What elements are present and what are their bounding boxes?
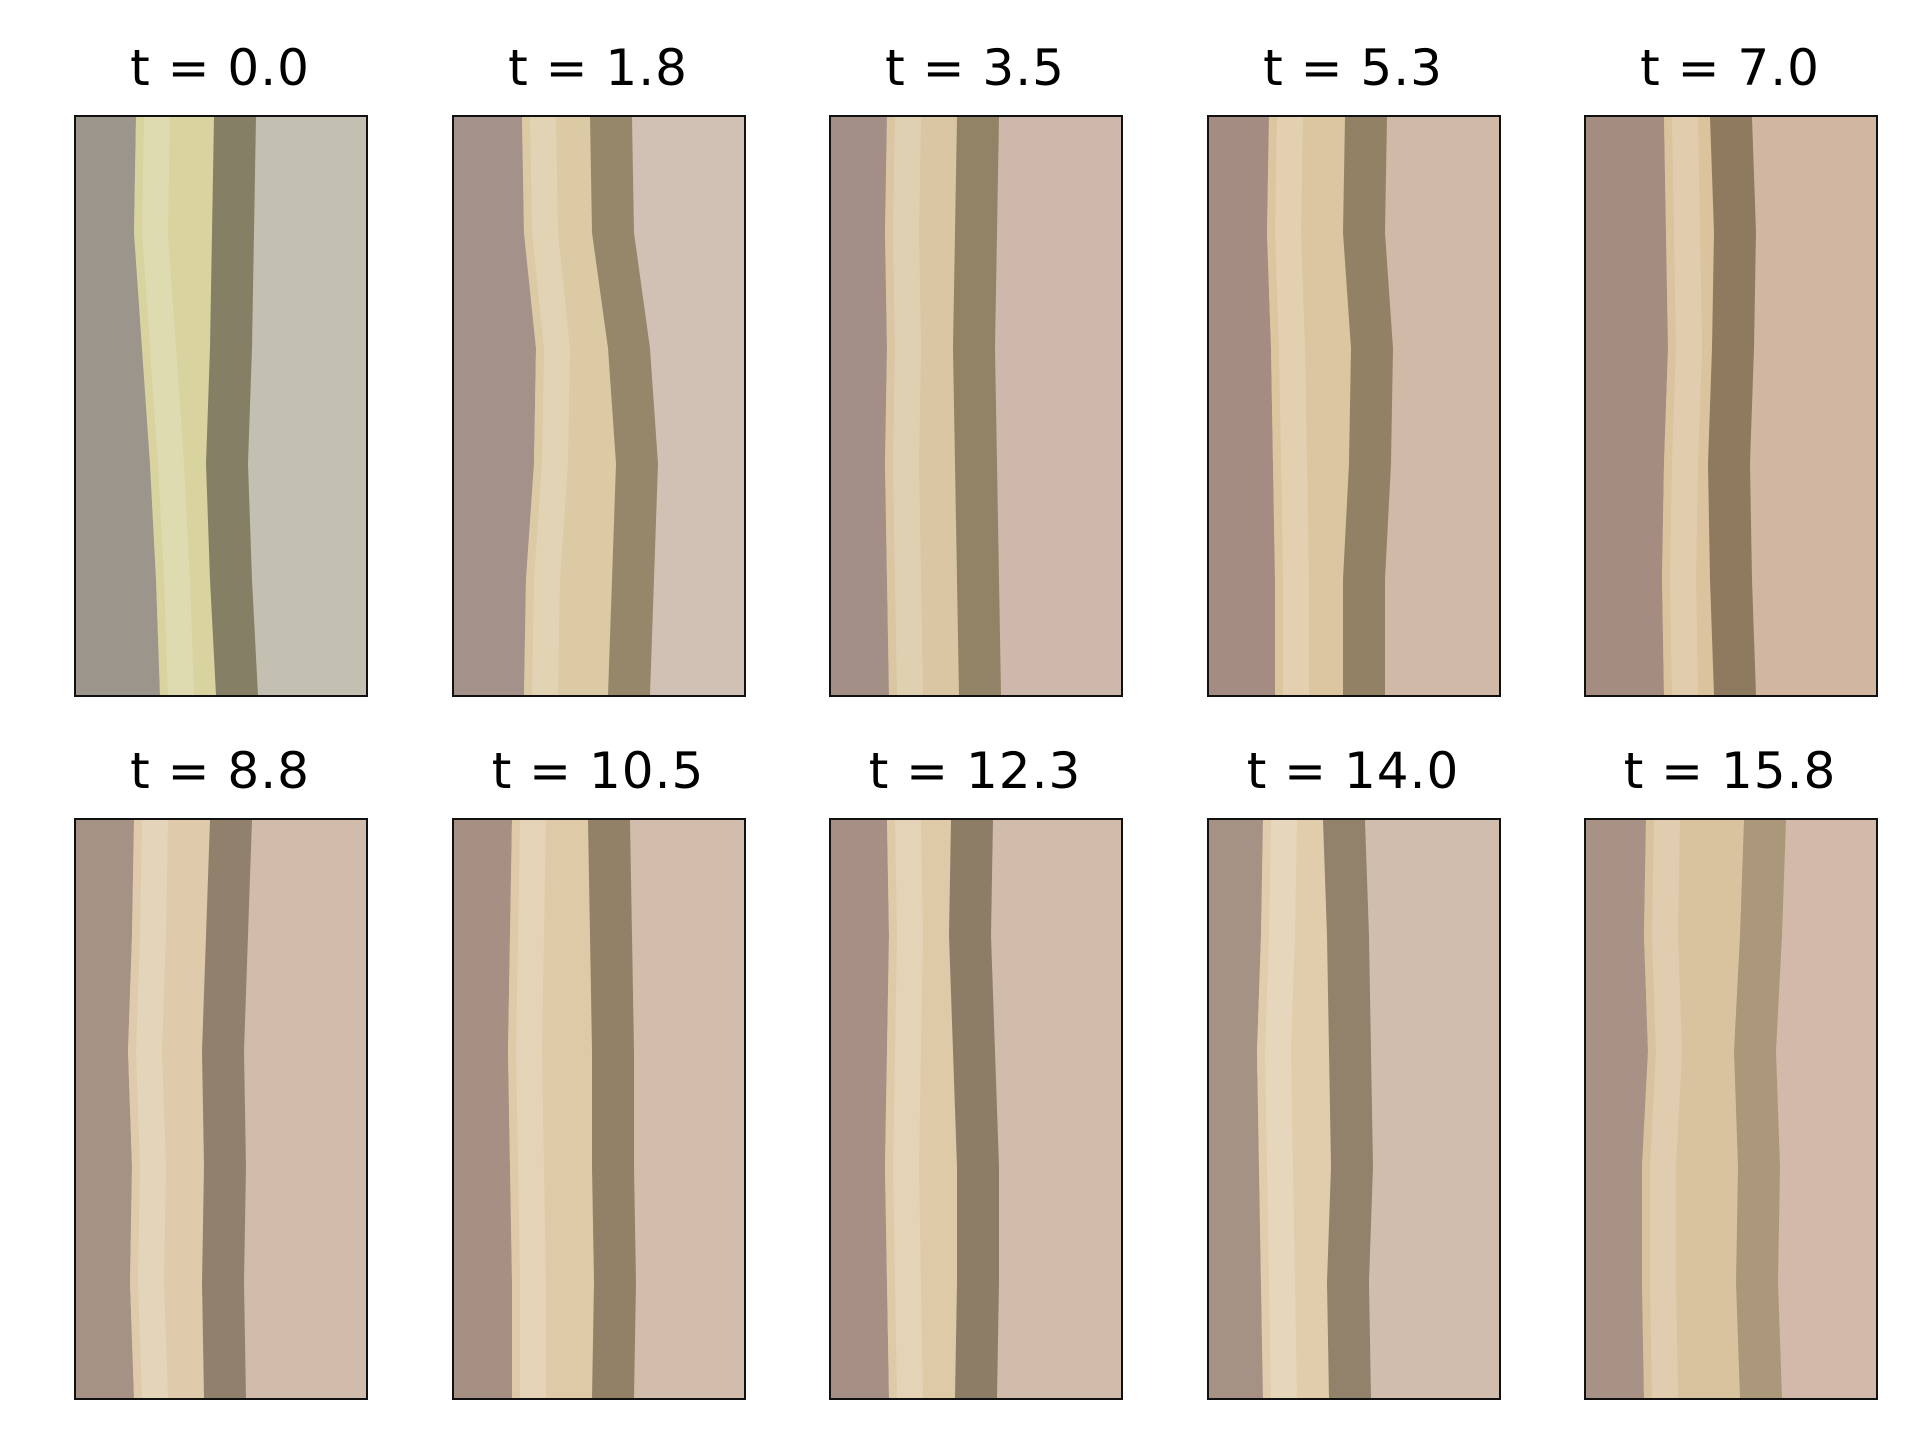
stem-image: [831, 820, 1121, 1398]
panel-title: t = 15.8: [1623, 742, 1837, 800]
panel-title: t = 8.8: [130, 742, 310, 800]
panel-title: t = 5.3: [1263, 39, 1443, 97]
image-frame: [452, 115, 746, 697]
stem-image: [454, 117, 744, 695]
image-frame: [829, 818, 1123, 1400]
image-frame: [74, 818, 368, 1400]
image-frame: [1584, 818, 1878, 1400]
image-frame: [829, 115, 1123, 697]
stem-image: [1209, 820, 1499, 1398]
panel-title: t = 12.3: [868, 742, 1082, 800]
stem-image: [1586, 117, 1876, 695]
panel-title: t = 10.5: [491, 742, 705, 800]
stem-image: [1586, 820, 1876, 1398]
stem-image: [1209, 117, 1499, 695]
image-frame: [1207, 115, 1501, 697]
image-frame: [452, 818, 746, 1400]
image-frame: [1584, 115, 1878, 697]
panel-title: t = 14.0: [1246, 742, 1460, 800]
stem-image: [831, 117, 1121, 695]
stem-image: [76, 117, 366, 695]
stem-image: [454, 820, 744, 1398]
panel-title: t = 0.0: [130, 39, 310, 97]
image-frame: [74, 115, 368, 697]
stem-image: [76, 820, 366, 1398]
panel-title: t = 7.0: [1640, 39, 1820, 97]
image-frame: [1207, 818, 1501, 1400]
panel-title: t = 3.5: [885, 39, 1065, 97]
panel-title: t = 1.8: [508, 39, 688, 97]
